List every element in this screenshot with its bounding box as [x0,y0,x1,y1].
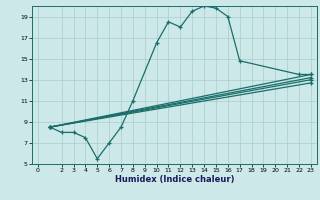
X-axis label: Humidex (Indice chaleur): Humidex (Indice chaleur) [115,175,234,184]
